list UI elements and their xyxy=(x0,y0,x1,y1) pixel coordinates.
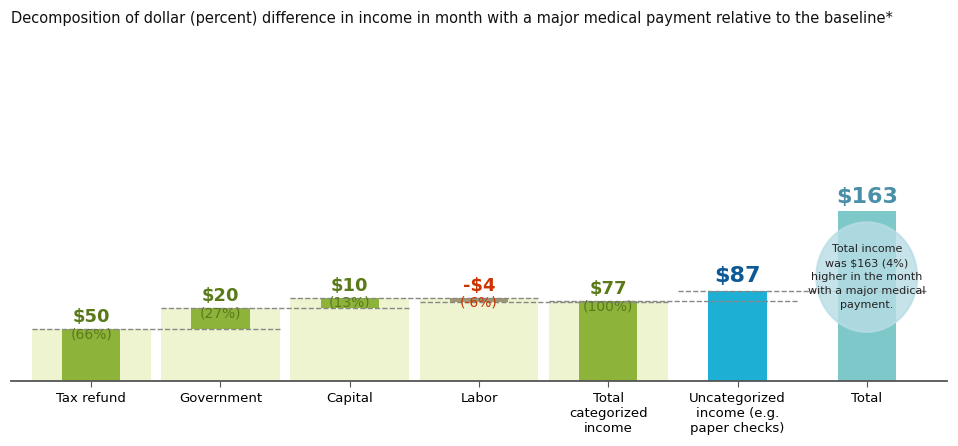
Text: (13%): (13%) xyxy=(329,296,371,310)
Text: $20: $20 xyxy=(202,287,240,305)
Text: Total income
was $163 (4%)
higher in the month
with a major medical
payment.: Total income was $163 (4%) higher in the… xyxy=(808,244,925,310)
Bar xyxy=(837,211,896,381)
Bar xyxy=(192,308,250,329)
Bar xyxy=(32,329,150,381)
Bar xyxy=(62,329,121,381)
Text: (27%): (27%) xyxy=(200,306,241,320)
Text: $50: $50 xyxy=(73,308,110,326)
Text: Decomposition of dollar (percent) difference in income in month with a major med: Decomposition of dollar (percent) differ… xyxy=(11,11,893,26)
Ellipse shape xyxy=(816,222,917,332)
Text: $87: $87 xyxy=(715,266,761,286)
Bar xyxy=(321,298,378,308)
Text: $163: $163 xyxy=(835,187,898,207)
Text: -$4: -$4 xyxy=(463,277,495,295)
Bar xyxy=(420,298,538,381)
Text: (-6%): (-6%) xyxy=(460,296,498,310)
Bar xyxy=(549,301,668,381)
Text: (66%): (66%) xyxy=(70,327,112,341)
Bar xyxy=(290,298,409,381)
Bar xyxy=(580,301,637,381)
Bar xyxy=(450,298,508,302)
Text: $77: $77 xyxy=(589,280,627,298)
Bar xyxy=(161,308,280,381)
Bar xyxy=(708,291,766,381)
Text: $10: $10 xyxy=(331,277,369,295)
Text: (100%): (100%) xyxy=(583,299,633,313)
